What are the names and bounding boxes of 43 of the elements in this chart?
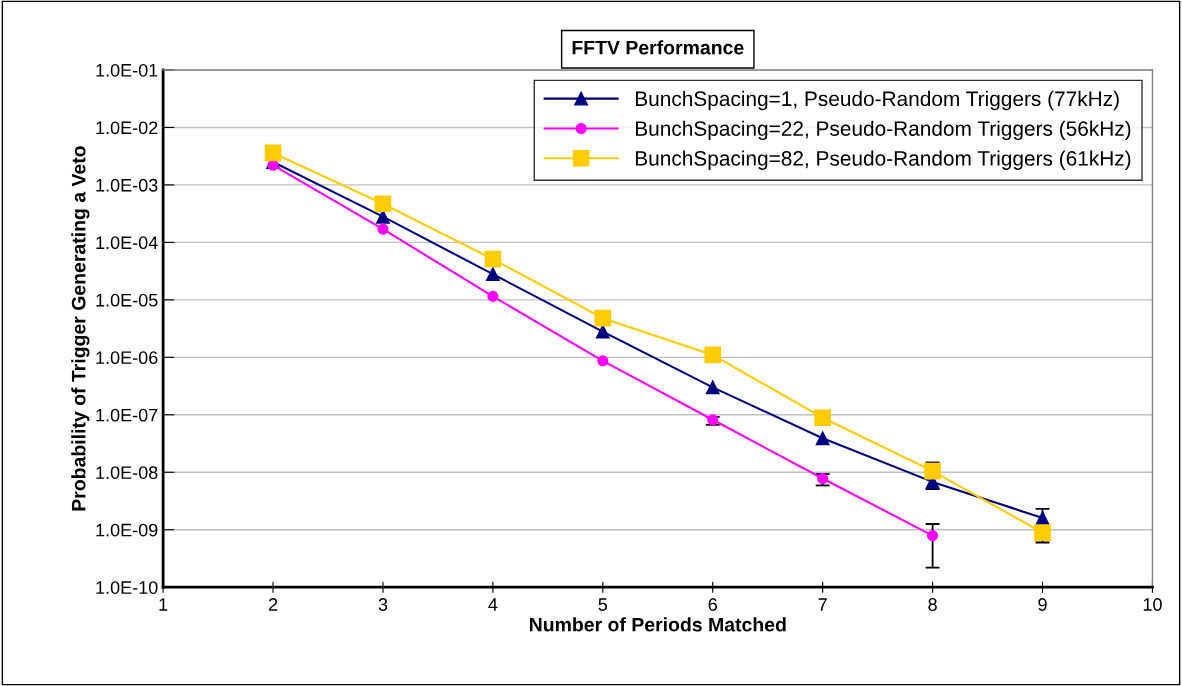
x-tick-label: 4 bbox=[488, 598, 498, 611]
point bbox=[484, 250, 502, 268]
x-tick-label: 1 bbox=[159, 598, 168, 611]
legend-label: BunchSpacing=82, Pseudo-Random Triggers (61kHz) bbox=[635, 150, 1131, 170]
x-tick-label: 3 bbox=[378, 598, 388, 611]
x-tick-label: 7 bbox=[818, 598, 827, 611]
point bbox=[594, 309, 612, 327]
point bbox=[595, 324, 610, 339]
y-tick-label: 1.0E-06 bbox=[96, 351, 158, 365]
point bbox=[374, 195, 392, 213]
point bbox=[377, 223, 389, 235]
y-tick-label: 1.0E-07 bbox=[96, 408, 158, 422]
point bbox=[705, 380, 720, 395]
point bbox=[814, 409, 832, 427]
y-tick-label: 1.0E-04 bbox=[96, 236, 158, 250]
x-tick-label: 5 bbox=[598, 598, 608, 611]
x-tick-label: 8 bbox=[928, 598, 937, 611]
point bbox=[264, 144, 282, 162]
x-axis-title: Number of Periods Matched bbox=[529, 617, 786, 632]
point bbox=[597, 355, 609, 367]
legend-label: BunchSpacing=1, Pseudo-Random Triggers (77kHz) bbox=[635, 90, 1119, 111]
x-tick-label: 2 bbox=[268, 598, 278, 611]
point bbox=[485, 267, 500, 282]
x-tick-label: 10 bbox=[1143, 598, 1162, 611]
point bbox=[927, 530, 939, 542]
point bbox=[815, 431, 830, 446]
chart-title: FFTV Performance bbox=[572, 40, 744, 55]
y-axis-title: Probability of Trigger Generating a Veto bbox=[71, 146, 90, 511]
point bbox=[704, 346, 722, 364]
legend-label: BunchSpacing=22, Pseudo-Random Triggers (56kHz) bbox=[635, 120, 1131, 141]
y-tick-label: 1.0E-09 bbox=[96, 523, 158, 537]
y-tick-label: 1.0E-05 bbox=[96, 293, 158, 307]
y-tick-label: 1.0E-03 bbox=[96, 178, 158, 192]
point bbox=[1034, 524, 1051, 541]
y-tick-label: 1.0E-10 bbox=[96, 581, 158, 594]
point bbox=[1035, 511, 1050, 525]
y-tick-label: 1.0E-02 bbox=[96, 121, 158, 135]
x-tick-label: 6 bbox=[708, 598, 717, 611]
y-tick-label: 1.0E-01 bbox=[96, 63, 158, 77]
point bbox=[487, 290, 499, 302]
point bbox=[924, 462, 941, 480]
y-tick-label: 1.0E-08 bbox=[96, 466, 158, 479]
x-tick-label: 9 bbox=[1038, 598, 1047, 611]
